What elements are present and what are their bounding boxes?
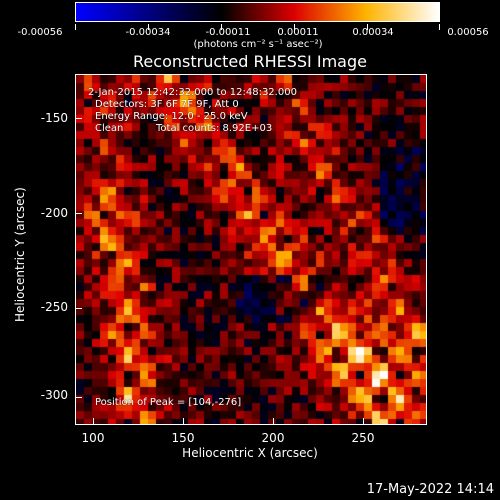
x-tick-mark — [183, 418, 184, 424]
x-tick-label: 250 — [351, 431, 375, 445]
rhessi-image — [76, 75, 426, 424]
colorbar-tick-label: -0.00011 — [205, 27, 251, 38]
y-tick-mark — [76, 118, 82, 119]
colorbar-tick-label: 0.00056 — [447, 27, 489, 38]
total-counts-label: Total counts: 8.92E+03 — [156, 123, 273, 134]
colorbar — [75, 2, 440, 22]
y-axis-label: Heliocentric Y (arcsec) — [13, 187, 27, 322]
x-tick-mark — [363, 418, 364, 424]
method-label: Clean — [95, 123, 124, 134]
colorbar-tick — [221, 24, 222, 30]
y-tick-label: -150 — [40, 111, 68, 125]
colorbar-tick — [75, 24, 76, 30]
colorbar-tick-label: -0.00056 — [17, 27, 63, 38]
x-axis-label: Heliocentric X (arcsec) — [182, 446, 318, 460]
colorbar-tick-label: 0.00034 — [352, 27, 394, 38]
y-tick-mark — [76, 397, 82, 398]
y-tick-label: -200 — [40, 206, 68, 220]
colorbar-tick-label: 0.00011 — [277, 27, 319, 38]
colorbar-tick — [439, 24, 440, 30]
x-tick-label: 200 — [261, 431, 285, 445]
plot-title: Reconstructed RHESSI Image — [133, 52, 367, 71]
x-tick-label: 150 — [171, 431, 195, 445]
colorbar-tick — [148, 24, 149, 30]
y-tick-label: -250 — [40, 300, 68, 314]
x-tick-label: 100 — [81, 431, 105, 445]
energy-range-label: Energy Range: 12.0 - 25.0 keV — [95, 111, 248, 122]
image-plot: 2-Jan-2015 12:42:32.000 to 12:48:32.000 … — [75, 74, 427, 425]
colorbar-tick-label: -0.00034 — [125, 27, 171, 38]
x-tick-mark — [273, 418, 274, 424]
peak-position-label: Position of Peak = [104,-276] — [95, 397, 242, 408]
y-tick-label: -300 — [40, 388, 68, 402]
time-range-label: 2-Jan-2015 12:42:32.000 to 12:48:32.000 — [88, 87, 297, 98]
y-tick-mark — [76, 308, 82, 309]
x-tick-mark — [93, 418, 94, 424]
plot-timestamp: 17-May-2022 14:14 — [366, 482, 494, 497]
y-tick-mark — [76, 213, 82, 214]
colorbar-units: (photons cm⁻² s⁻¹ asec⁻²) — [193, 39, 323, 50]
detectors-label: Detectors: 3F 6F 7F 9F, Att 0 — [95, 99, 239, 110]
colorbar-tick — [294, 24, 295, 30]
colorbar-tick — [367, 24, 368, 30]
